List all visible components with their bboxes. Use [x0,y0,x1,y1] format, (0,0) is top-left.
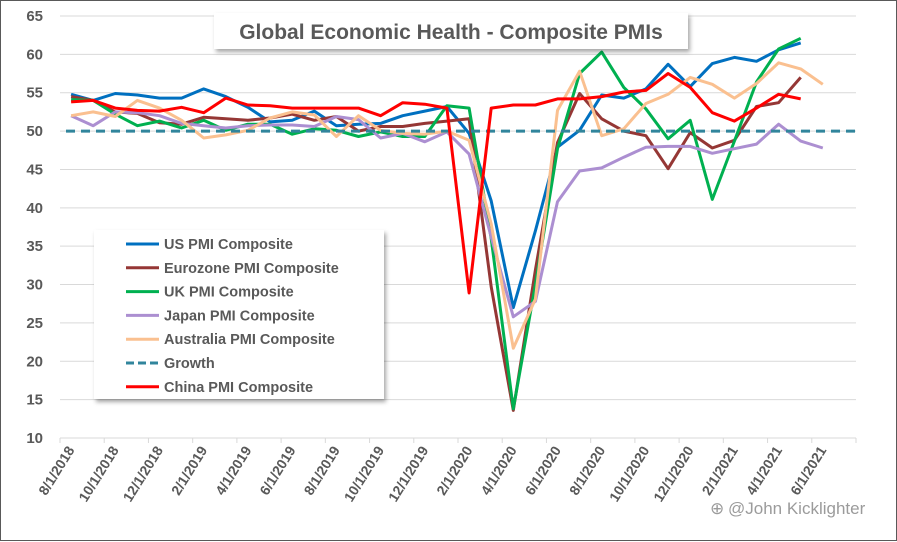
x-tick-label: 8/1/2018 [35,443,78,498]
y-tick-label: 25 [26,315,43,332]
watermark: ⊕ @John Kicklighter [710,499,866,518]
series-lines [66,36,856,412]
legend-label-japan-pmi-composite: Japan PMI Composite [164,308,315,324]
x-tick-label: 8/1/2020 [566,443,609,498]
y-tick-label: 40 [26,200,43,217]
x-tick-label: 6/1/2020 [522,443,565,498]
x-tick-label: 6/1/2021 [787,443,830,498]
x-tick-label: 10/1/2020 [606,443,653,504]
x-tick-label: 12/1/2019 [385,443,432,504]
x-tick-label: 4/1/2020 [477,443,520,498]
legend-label-eurozone-pmi-composite: Eurozone PMI Composite [164,261,339,277]
y-tick-label: 15 [26,392,43,409]
legend-label-growth: Growth [164,356,215,372]
x-tick-label: 2/1/2020 [433,443,476,498]
watermark-icon: ⊕ [710,499,724,518]
legend-label-australia-pmi-composite: Australia PMI Composite [164,332,335,348]
x-tick-label: 12/1/2018 [119,443,166,504]
x-tick-label: 4/1/2021 [743,443,786,498]
watermark-text: @John Kicklighter [728,499,866,518]
x-tick-label: 10/1/2019 [341,443,388,504]
y-tick-label: 30 [26,277,43,294]
legend: US PMI Composite Eurozone PMI Composite UK… [94,230,384,399]
x-tick-label: 4/1/2019 [212,443,255,498]
chart-title-box: Global Economic Health - Composite PMIs [214,13,688,49]
legend-label-us-pmi-composite: US PMI Composite [164,237,293,253]
x-tick-label: 10/1/2018 [75,443,122,504]
legend-label-china-pmi-composite: China PMI Composite [164,380,313,396]
legend-label-uk-pmi-composite: UK PMI Composite [164,285,294,301]
x-tick-label: 2/1/2019 [168,443,211,498]
y-tick-label: 10 [26,430,43,447]
series-china-pmi-composite [70,72,802,295]
y-axis: 10 15 20 25 30 35 40 45 50 55 60 65 [26,8,43,447]
y-tick-label: 60 [26,46,43,63]
y-tick-label: 20 [26,353,43,370]
chart-title: Global Economic Health - Composite PMIs [239,21,663,44]
y-tick-label: 45 [26,161,43,178]
y-tick-label: 35 [26,238,43,255]
x-tick-label: 2/1/2021 [698,443,741,498]
x-tick-label: 8/1/2019 [300,443,343,498]
series-us-pmi-composite [70,41,802,310]
y-tick-label: 65 [26,8,43,25]
x-tick-label: 6/1/2019 [256,443,299,498]
x-tick-label: 12/1/2020 [650,443,697,504]
y-tick-label: 50 [26,123,43,140]
y-tick-label: 55 [26,85,43,102]
